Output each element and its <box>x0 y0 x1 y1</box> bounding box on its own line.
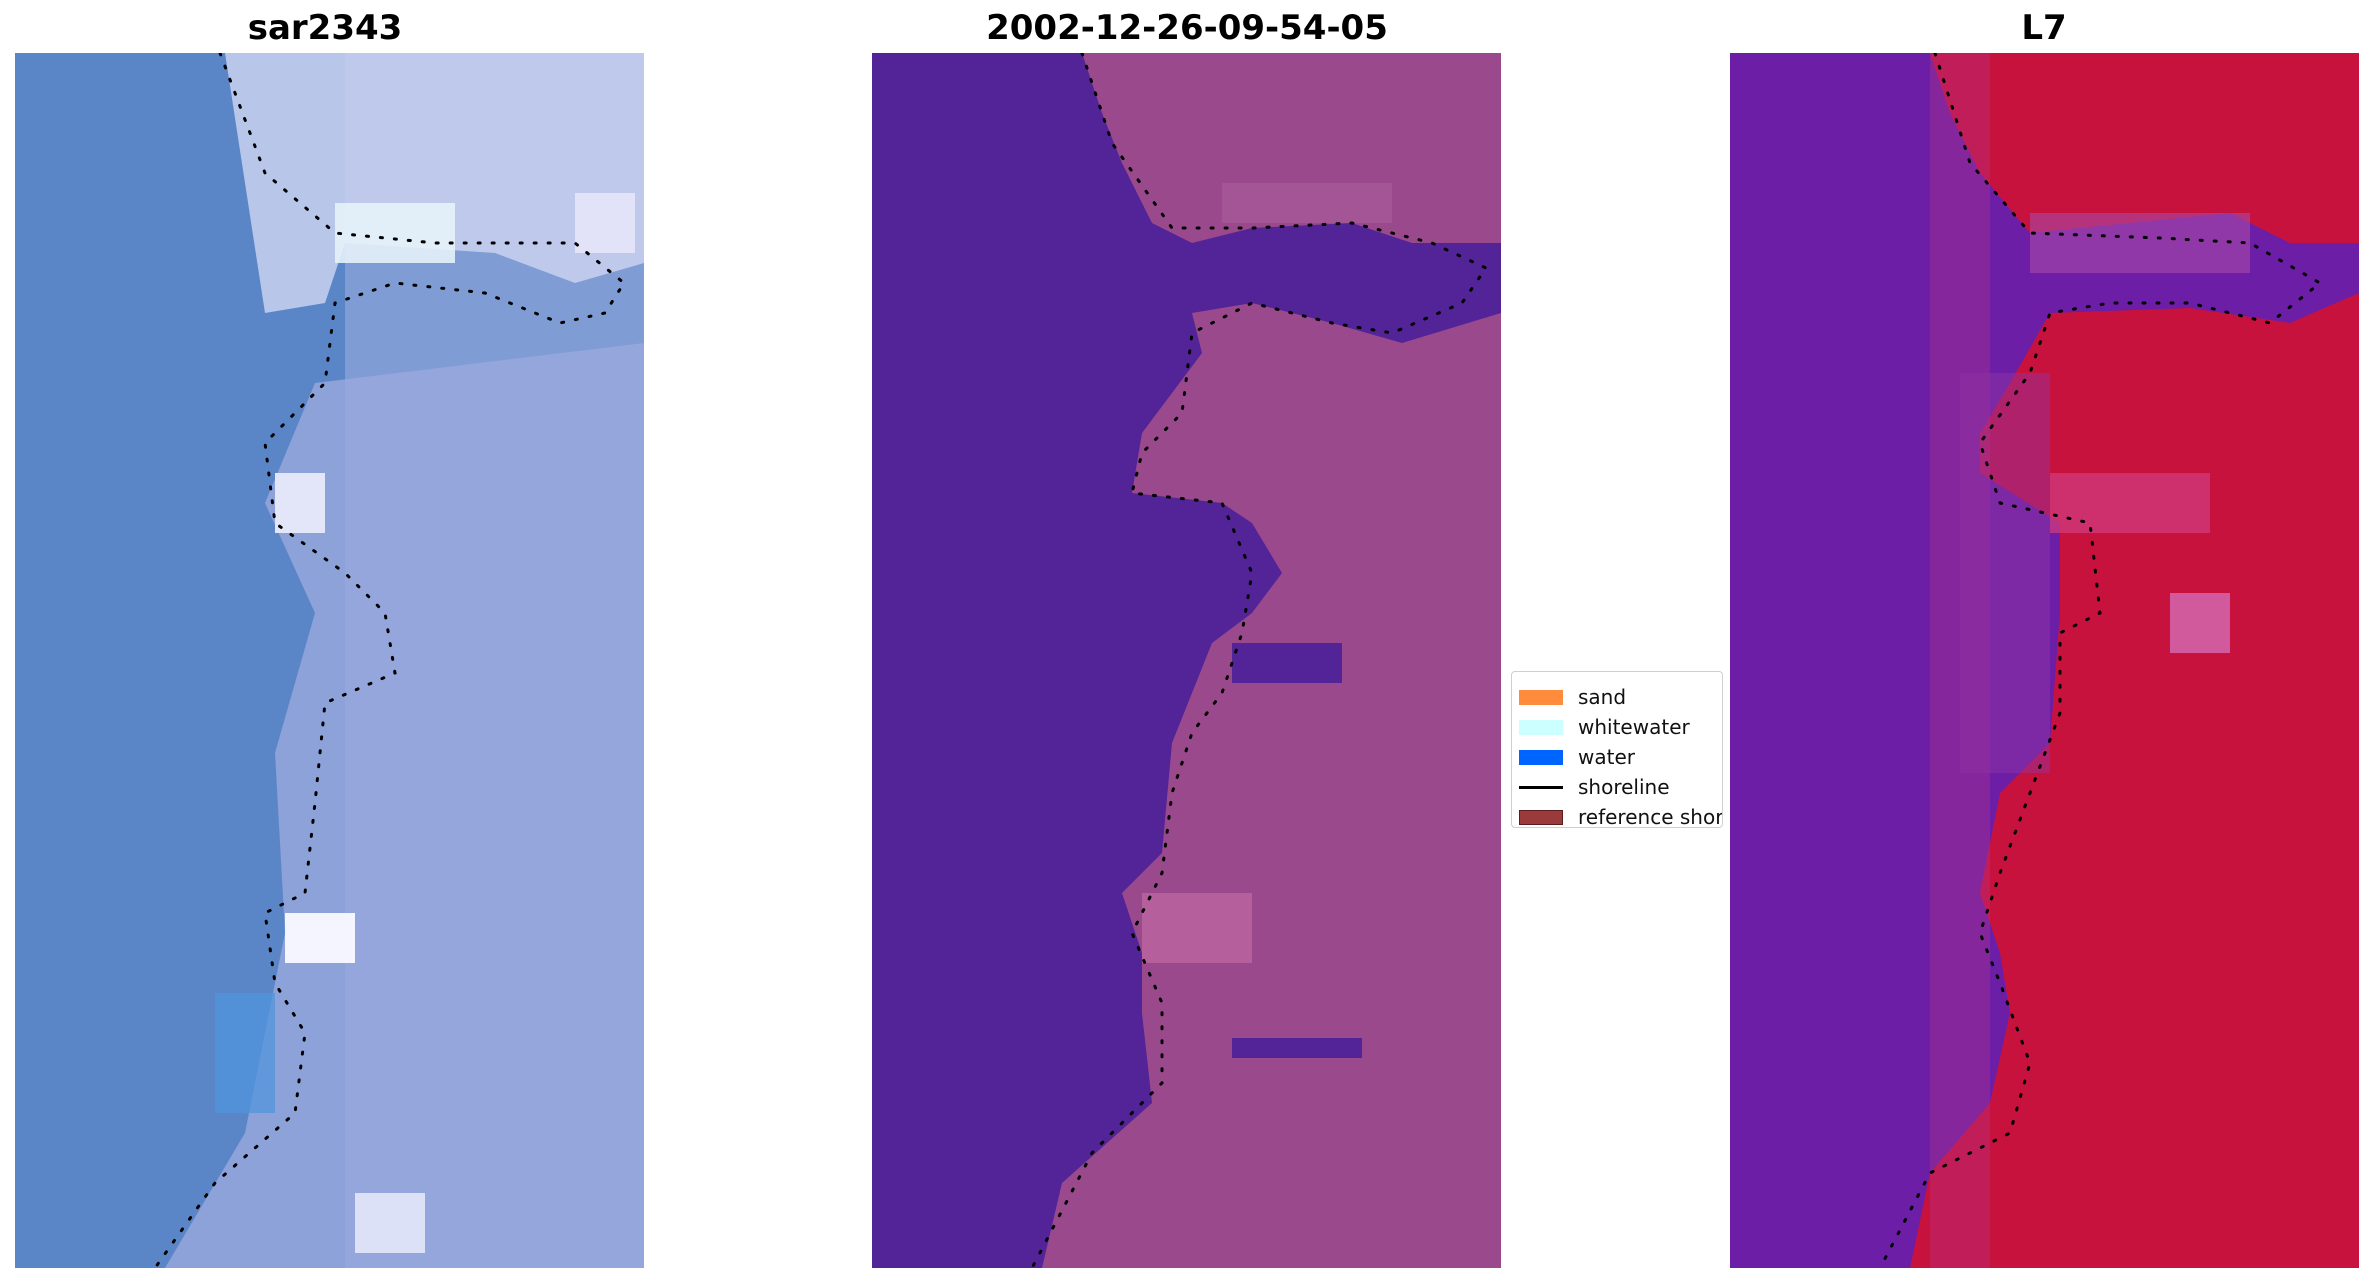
reference-shoreline-swatch <box>1519 809 1563 825</box>
index-image-panel <box>1730 53 2359 1268</box>
legend-label-shoreline: shoreline <box>1578 775 1670 799</box>
panel-title-2: 2002-12-26-09-54-05 <box>986 8 1388 48</box>
panel-title-3: L7 <box>2021 8 2067 48</box>
panel-title-1: sar2343 <box>247 8 403 48</box>
legend-label-reference-shoreline: reference shor <box>1578 805 1723 828</box>
legend: sand whitewater water shoreline referenc… <box>1511 671 1723 828</box>
sand-swatch <box>1519 689 1563 705</box>
legend-item-water: water <box>1519 744 1635 770</box>
whitewater-swatch <box>1519 719 1563 735</box>
shoreline-line-swatch <box>1519 785 1563 789</box>
water-swatch <box>1519 749 1563 765</box>
classified-image-panel <box>872 53 1501 1268</box>
legend-label-water: water <box>1578 745 1635 769</box>
legend-item-sand: sand <box>1519 684 1626 710</box>
rgb-image-panel <box>15 53 644 1268</box>
legend-item-shoreline: shoreline <box>1519 774 1670 800</box>
legend-item-whitewater: whitewater <box>1519 714 1690 740</box>
legend-label-whitewater: whitewater <box>1578 715 1690 739</box>
legend-item-reference-shoreline: reference shor <box>1519 804 1723 828</box>
legend-label-sand: sand <box>1578 685 1627 709</box>
